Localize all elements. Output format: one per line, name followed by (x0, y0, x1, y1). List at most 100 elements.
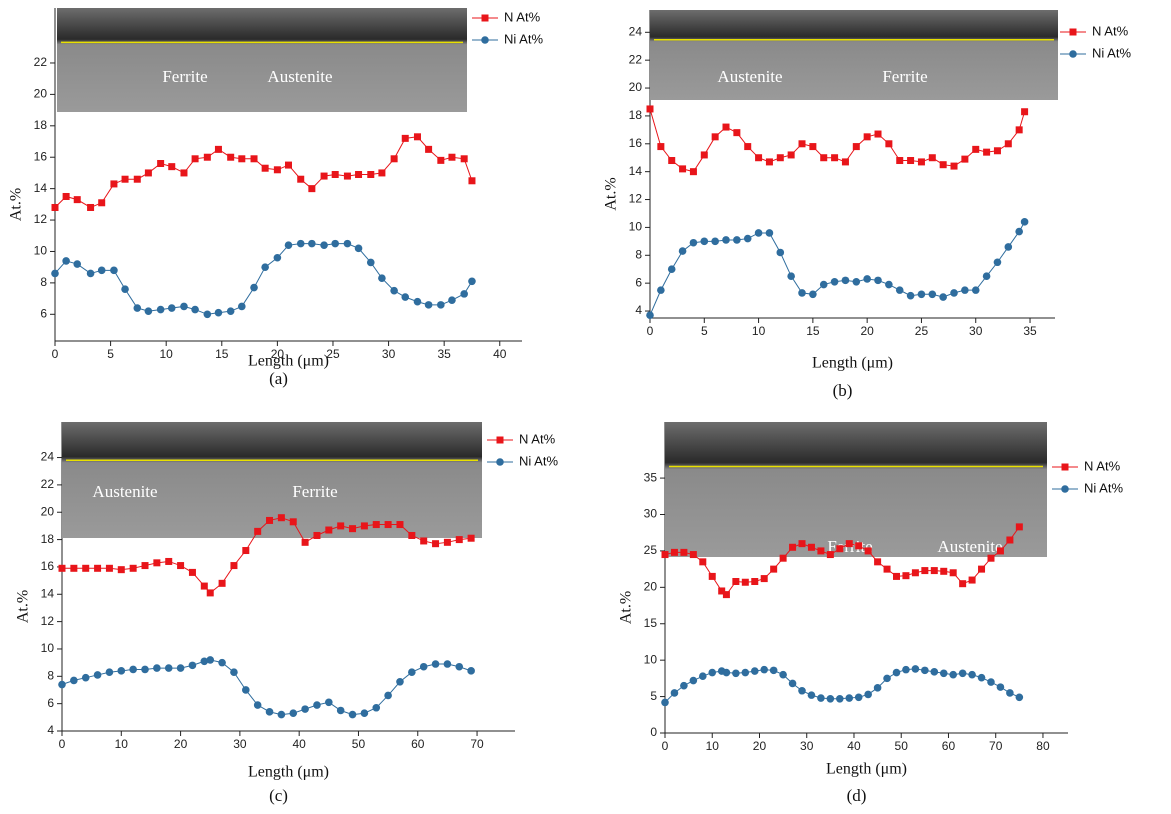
marker (751, 578, 759, 586)
marker (168, 163, 176, 171)
marker (420, 537, 428, 545)
marker (787, 151, 795, 159)
marker (940, 567, 948, 575)
marker (325, 698, 333, 707)
legend-marker (1069, 50, 1077, 58)
marker (883, 674, 891, 683)
x-tick-label: 70 (470, 737, 484, 751)
marker (188, 661, 197, 670)
marker (372, 703, 381, 712)
y-tick-label: 8 (635, 247, 642, 261)
marker (864, 690, 872, 699)
marker (754, 229, 763, 237)
caption: (c) (269, 786, 288, 805)
marker (789, 543, 797, 551)
marker (949, 569, 957, 577)
marker (798, 686, 806, 695)
marker (360, 522, 368, 530)
marker (798, 140, 806, 148)
panel: 0 5 10 15 20 25 30 35 4 6 8 10 12 14 16 18 20 22 24 Length … (603, 10, 1131, 400)
marker (191, 305, 199, 314)
marker (657, 286, 665, 294)
marker (153, 664, 161, 672)
x-tick-label: 70 (989, 739, 1003, 753)
micrograph (57, 8, 467, 112)
marker (968, 576, 976, 584)
marker (741, 668, 750, 677)
marker (396, 521, 404, 529)
marker (950, 289, 958, 297)
marker (798, 289, 806, 297)
legend-marker (496, 436, 504, 444)
marker (86, 269, 95, 278)
marker (845, 540, 853, 548)
marker (468, 177, 476, 185)
x-axis-label: Length (μm) (248, 353, 329, 370)
x-tick-label: 35 (1023, 324, 1037, 338)
marker (722, 123, 730, 131)
marker (141, 562, 149, 570)
y-tick-label: 4 (47, 723, 54, 737)
marker (987, 554, 995, 562)
marker (769, 666, 778, 675)
marker (455, 662, 464, 671)
marker (355, 171, 363, 178)
marker (732, 578, 740, 586)
marker (261, 164, 269, 172)
marker (468, 277, 476, 286)
marker (1004, 243, 1013, 251)
marker (97, 266, 106, 275)
marker (1020, 218, 1029, 226)
marker (776, 248, 785, 257)
marker (741, 578, 749, 586)
marker (993, 147, 1001, 155)
marker (733, 129, 741, 137)
marker (214, 308, 223, 317)
y-tick-label: 16 (629, 136, 643, 150)
x-tick-label: 5 (701, 324, 708, 338)
marker (467, 534, 475, 542)
x-tick-label: 0 (647, 324, 654, 338)
marker (917, 290, 926, 299)
marker (164, 664, 173, 672)
marker (191, 155, 199, 163)
marker (200, 582, 208, 590)
series-line (649, 108, 1026, 173)
x-tick-label: 40 (493, 347, 507, 361)
phase-label: Ferrite (162, 67, 207, 86)
marker (798, 540, 806, 548)
marker (921, 666, 929, 675)
marker (661, 698, 669, 707)
marker (448, 153, 456, 161)
y-tick-label: 16 (41, 559, 55, 573)
legend-label: N At% (1084, 458, 1121, 473)
marker (70, 676, 78, 685)
marker (874, 130, 882, 138)
marker (646, 311, 654, 320)
marker (809, 290, 817, 299)
marker (928, 154, 936, 162)
marker (349, 525, 357, 533)
x-axis-label: Length (μm) (248, 764, 329, 781)
marker (744, 143, 752, 151)
x-tick-label: 30 (382, 347, 396, 361)
marker (367, 171, 375, 178)
marker (972, 145, 980, 153)
x-tick-label: 0 (59, 737, 66, 751)
marker (320, 172, 328, 180)
y-tick-label: 10 (644, 652, 658, 666)
x-tick-label: 60 (942, 739, 956, 753)
marker (218, 579, 226, 587)
panel: 0 10 20 30 40 50 60 70 4 6 8 10 12 14 16 18 20 22 24 Length… (15, 422, 558, 805)
x-tick-label: 15 (806, 324, 820, 338)
marker (110, 180, 118, 188)
marker (1006, 689, 1014, 697)
y-tick-label: 4 (635, 303, 642, 317)
y-tick-label: 30 (644, 507, 658, 521)
y-tick-label: 5 (650, 689, 657, 703)
marker (226, 307, 235, 315)
marker (372, 521, 380, 529)
marker (384, 691, 392, 700)
marker (214, 145, 222, 153)
x-tick-label: 25 (326, 347, 340, 361)
